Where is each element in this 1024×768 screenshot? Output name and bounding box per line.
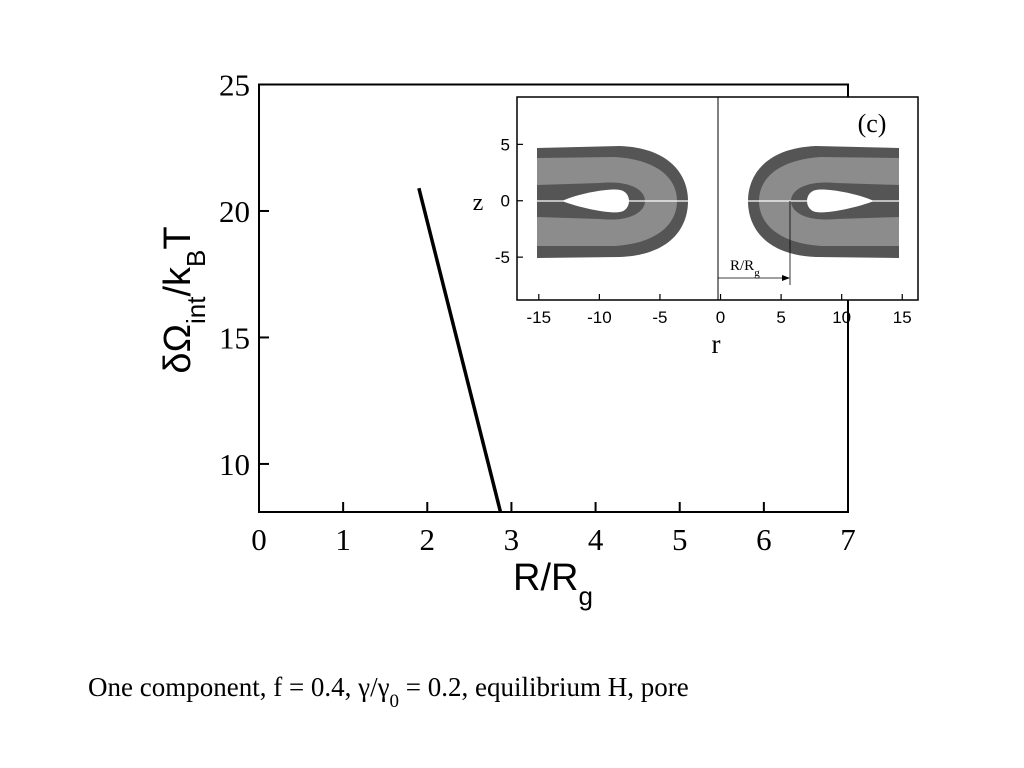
text-part: R/R: [513, 557, 578, 599]
subscript: g: [754, 267, 760, 279]
y-tick-label: 5: [501, 135, 510, 154]
y-axis-label: δΩint/kBT: [157, 226, 211, 373]
x-tick-label: 2: [420, 522, 436, 557]
y-tick-label: 15: [219, 320, 250, 355]
annotation: R/Rg: [730, 258, 760, 279]
y-tick-label: 10: [219, 447, 250, 482]
x-tick-label: 5: [672, 522, 688, 557]
inset-x-label: r: [712, 329, 721, 359]
x-tick-label: 1: [335, 522, 351, 557]
y-tick-label: 0: [501, 192, 510, 211]
text-part: R/R: [730, 258, 754, 274]
right-lobe: [748, 146, 899, 258]
x-tick-label: 0: [716, 308, 725, 327]
text-part: δΩ: [157, 324, 199, 374]
data-line: [417, 187, 503, 513]
x-tick-label: -5: [652, 308, 667, 327]
x-tick-label: 0: [251, 522, 267, 557]
text-part: One component, f = 0.4, γ/γ: [88, 672, 390, 702]
arrow-head: [782, 275, 790, 281]
text-part: T: [157, 226, 199, 249]
x-tick-label: 4: [588, 522, 604, 557]
x-tick-label: -10: [587, 308, 612, 327]
x-tick-label: 7: [840, 522, 856, 557]
x-tick-label: 15: [893, 308, 912, 327]
text-part: = 0.2, equilibrium H, pore: [399, 672, 689, 702]
inset-chart: -15 -10 -5 0 5 10 15 -5 0 5 (c) r z R/Rg: [473, 109, 912, 359]
x-tick-label: 10: [832, 308, 851, 327]
y-tick-label: 20: [219, 194, 250, 229]
text-part: /k: [157, 266, 199, 297]
inset-image: [537, 97, 902, 300]
subscript: 0: [390, 691, 400, 712]
inset-y-label: z: [473, 190, 484, 216]
x-tick-label: -15: [527, 308, 552, 327]
subscript: B: [181, 250, 211, 267]
x-tick-label: 3: [504, 522, 520, 557]
caption: One component, f = 0.4, γ/γ0 = 0.2, equi…: [88, 672, 689, 712]
y-tick-label: 25: [219, 67, 250, 102]
subscript: g: [578, 581, 592, 611]
inset-title: (c): [858, 109, 887, 138]
x-axis-label: R/Rg: [513, 557, 593, 611]
x-tick-label: 5: [776, 308, 785, 327]
x-tick-label: 6: [756, 522, 772, 557]
y-tick-label: -5: [495, 248, 510, 267]
left-lobe: [537, 146, 688, 258]
subscript: int: [181, 296, 211, 324]
